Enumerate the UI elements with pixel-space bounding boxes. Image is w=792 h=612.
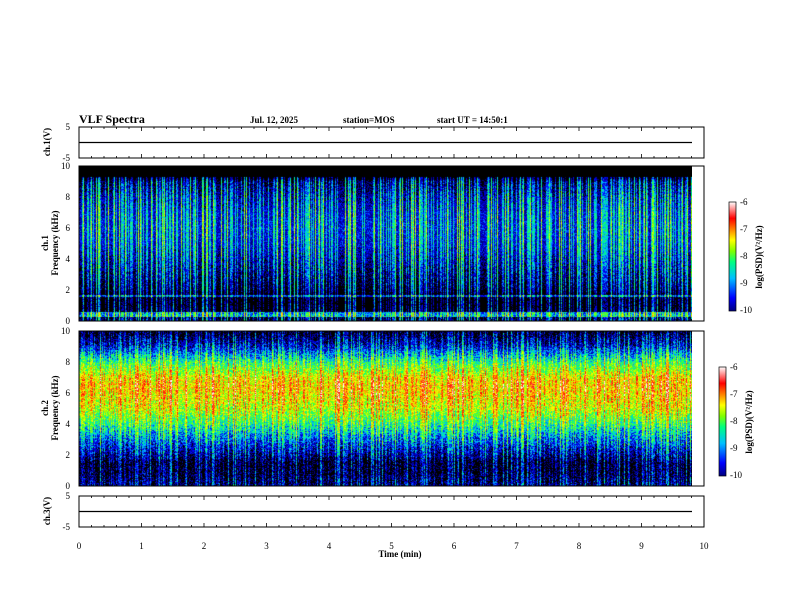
ch1-ytick-4: 4	[66, 254, 71, 264]
x-tick-label: 9	[639, 541, 644, 551]
ch1-ytick-6: 6	[66, 223, 71, 233]
ch2-ytick-8: 8	[66, 357, 71, 367]
ch2-colorbar-bar	[718, 366, 727, 477]
x-tick-label: 5	[389, 541, 394, 551]
ch1-spectrogram-panel: 0 2 4 6 8 10 ch.1 Frequency (kHz)	[40, 161, 705, 326]
figure-title: VLF Spectra	[79, 112, 145, 126]
ch1-ytick-10: 10	[61, 161, 71, 171]
ch2-spectrogram-image	[79, 331, 692, 486]
ch1-cb-tick-9: -9	[740, 278, 748, 288]
ch1-ytick-0: 0	[66, 316, 71, 326]
x-tick-label: 0	[77, 541, 82, 551]
ch2-cb-tick-6: -6	[730, 362, 738, 372]
x-axis-label: Time (min)	[378, 549, 421, 559]
x-tick-label: 2	[202, 541, 207, 551]
ch1-waveform-ylabel: ch.1(V)	[42, 128, 52, 156]
start-time-label: start UT = 14:50:1	[437, 115, 508, 125]
ch1-cb-tick-6: -6	[740, 197, 748, 207]
ch2-ytick-6: 6	[66, 388, 71, 398]
ch1-colorbar-label: log(PSD)(V²/Hz)	[754, 225, 764, 288]
ch2-colorbar-label: log(PSD)(V²/Hz)	[744, 390, 754, 453]
ch1-cb-tick-7: -7	[740, 224, 748, 234]
x-tick-label: 8	[577, 541, 582, 551]
ch1-colorbar-bar	[728, 201, 737, 312]
x-axis-tick-labels: 0 1 2 3 4 5 6 7 8 9 10	[77, 541, 709, 551]
ch1-ytick-top: 5	[66, 122, 71, 132]
ch2-ytick-10: 10	[61, 326, 71, 336]
ch1-channel-label: ch.1	[40, 235, 50, 251]
ch2-cb-tick-7: -7	[730, 389, 738, 399]
ch1-ytick-2: 2	[66, 285, 71, 295]
ch2-cb-tick-8: -8	[730, 416, 738, 426]
ch3-ytick-top: 5	[66, 491, 71, 501]
ch1-frequency-label: Frequency (kHz)	[50, 210, 60, 275]
date-label: Jul. 12, 2025	[250, 115, 299, 125]
x-tick-label: 1	[139, 541, 144, 551]
station-label: station=MOS	[343, 115, 395, 125]
ch2-frequency-label: Frequency (kHz)	[50, 375, 60, 440]
x-tick-label: 6	[452, 541, 457, 551]
ch2-cb-tick-10: -10	[730, 470, 742, 480]
ch1-colorbar: -6 -7 -8 -9 -10 log(PSD)(V²/Hz)	[728, 197, 764, 315]
ch1-cb-tick-10: -10	[740, 305, 752, 315]
ch2-spectrogram-panel: 0 2 4 6 8 10 ch.2 Frequency (kHz)	[40, 326, 705, 491]
ch3-ytick-bottom: -5	[63, 522, 71, 532]
x-tick-label: 4	[327, 541, 332, 551]
ch1-cb-tick-8: -8	[740, 251, 748, 261]
x-tick-label: 7	[514, 541, 519, 551]
ch2-ytick-4: 4	[66, 419, 71, 429]
x-tick-label: 10	[700, 541, 710, 551]
ch3-waveform-ylabel: ch.3(V)	[42, 497, 52, 525]
x-tick-label: 3	[264, 541, 269, 551]
ch2-channel-label: ch.2	[40, 400, 50, 416]
ch2-colorbar: -6 -7 -8 -9 -10 log(PSD)(V²/Hz)	[718, 362, 754, 480]
ch2-ytick-0: 0	[66, 481, 71, 491]
x-axis-ticks	[78, 127, 705, 527]
ch1-spectrogram-image	[79, 166, 692, 321]
ch2-ytick-2: 2	[66, 450, 71, 460]
ch2-cb-tick-9: -9	[730, 443, 738, 453]
ch1-ytick-8: 8	[66, 192, 71, 202]
ch1-ytick-bottom: -5	[63, 153, 71, 163]
